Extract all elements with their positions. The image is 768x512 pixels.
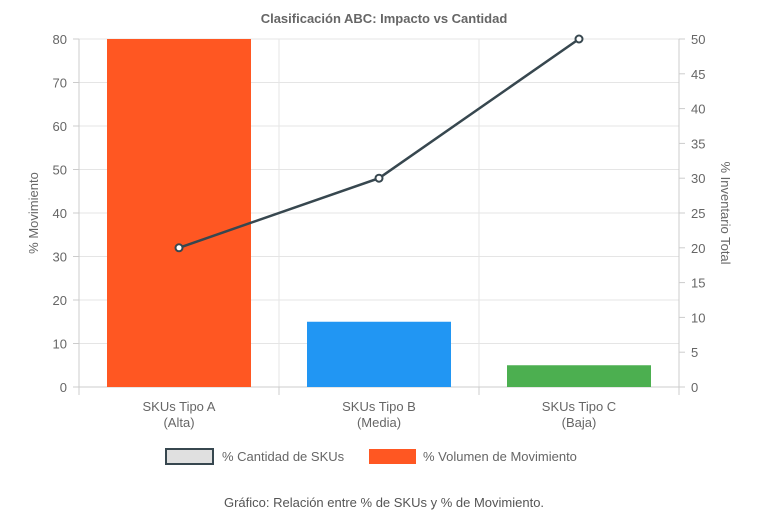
y-left-tick-label: 0 (60, 380, 67, 395)
chart-title: Clasificación ABC: Impacto vs Cantidad (261, 11, 508, 26)
x-tick-label: SKUs Tipo C (542, 399, 616, 414)
y-right-tick-label: 30 (691, 171, 705, 186)
y-left-tick-label: 30 (53, 250, 67, 265)
y-right-axis-title: % Inventario Total (718, 161, 733, 264)
y-right-tick-label: 20 (691, 241, 705, 256)
y-right-tick-label: 40 (691, 102, 705, 117)
y-right-tick-label: 10 (691, 310, 705, 325)
y-left-tick-label: 40 (53, 206, 67, 221)
x-tick-label: SKUs Tipo A (143, 399, 216, 414)
line-point-3 (574, 34, 584, 44)
y-right-tick-label: 25 (691, 206, 705, 221)
legend-label-line: % Cantidad de SKUs (222, 449, 345, 464)
y-right-tick-label: 15 (691, 276, 705, 291)
line-point-2 (374, 173, 384, 183)
y-left-tick-label: 10 (53, 337, 67, 352)
y-left-tick-label: 20 (53, 293, 67, 308)
y-left-tick-label: 80 (53, 32, 67, 47)
y-right-tick-label: 0 (691, 380, 698, 395)
x-tick-label: SKUs Tipo B (342, 399, 416, 414)
legend-swatch-line (165, 448, 214, 465)
y-left-tick-label: 70 (53, 76, 67, 91)
x-tick-label: (Media) (357, 415, 401, 430)
y-left-tick-label: 60 (53, 119, 67, 134)
chart-caption: Gráfico: Relación entre % de SKUs y % de… (223, 495, 545, 510)
bar-1 (107, 39, 251, 387)
y-right-tick-label: 50 (691, 32, 705, 47)
bar-2 (307, 321, 451, 387)
line-point-1 (174, 243, 184, 253)
legend-label-bar: % Volumen de Movimiento (423, 449, 577, 464)
abc-chart: Clasificación ABC: Impacto vs Cantidad 0 1… (26, 11, 733, 465)
y-right-tick-label: 35 (691, 136, 705, 151)
y-left-tick-label: 50 (53, 163, 67, 178)
y-left-axis-title: % Movimiento (26, 172, 41, 254)
y-right-tick-label: 45 (691, 67, 705, 82)
x-tick-label: (Alta) (163, 415, 194, 430)
x-tick-label: (Baja) (562, 415, 597, 430)
y-right-tick-label: 5 (691, 345, 698, 360)
bar-3 (507, 365, 651, 387)
legend-swatch-bar (369, 449, 416, 464)
